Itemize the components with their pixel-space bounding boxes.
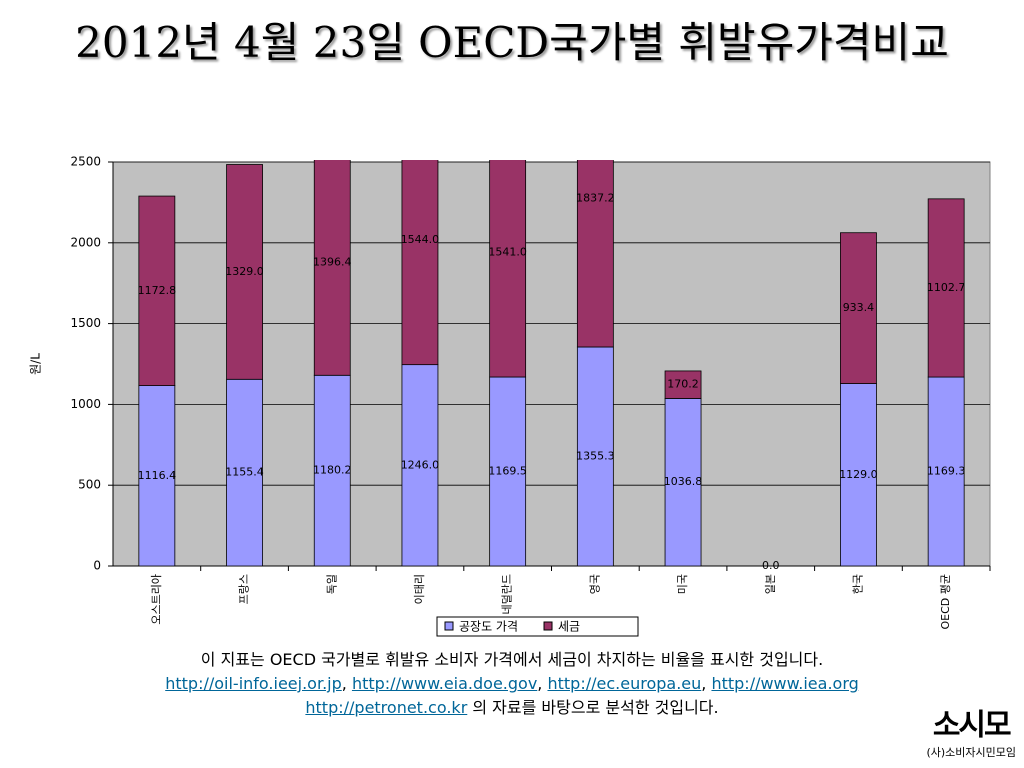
value-label: 1544.0 [401,233,440,246]
link[interactable]: http://petronet.co.kr [305,698,468,717]
caption-end: http://petronet.co.kr 의 자료를 바탕으로 분석한 것입니… [40,696,984,720]
caption-suffix: 의 자료를 바탕으로 분석한 것입니다. [472,698,719,717]
y-tick-label: 0 [93,559,101,573]
x-tick-label: 프랑스 [238,574,251,604]
link[interactable]: http://www.iea.org [711,674,859,693]
x-tick-label: 네덜란드 [501,574,514,614]
bar-segment [840,383,877,566]
x-tick-label: 독일 [324,574,338,594]
value-label: 933.4 [843,301,875,314]
bar-segment [927,198,965,378]
x-tick-label: OECD 평균 [939,574,952,630]
y-tick-label: 500 [78,478,101,492]
x-tick-label: 미국 [676,574,689,594]
bars [138,160,965,566]
x-tick-label: 영국 [588,574,601,594]
value-label: 1837.2 [576,192,615,205]
legend-label: 세금 [558,620,580,634]
value-label: 1169.5 [488,465,527,478]
legend-label: 공장도 가격 [459,620,518,634]
bar-segment [840,232,877,384]
x-tick-label: 한국 [851,574,864,594]
logo: 소시모 (사)소비자시민모임 [926,700,1016,760]
logo-mark: 소시모 [932,708,1012,743]
value-label: 1129.0 [839,468,878,481]
legend-swatch [543,621,553,631]
separator: , [537,674,543,693]
link[interactable]: http://oil-info.ieej.or.jp [165,674,342,693]
link-row: http://oil-info.ieej.or.jp, http://www.e… [40,672,984,696]
value-label: 1172.8 [138,284,177,297]
y-tick-label: 2000 [70,235,101,249]
legend-box [436,616,639,637]
value-label: 1169.3 [927,465,966,478]
legend: 공장도 가격 세금 [436,616,639,637]
bar-segment [138,385,176,566]
logo-org: (사)소비자시민모임 [926,746,1016,759]
value-label: 1036.8 [664,475,703,488]
y-tick-label: 1500 [70,316,101,330]
legend-swatch [444,621,454,631]
bar-segment [664,370,702,399]
chart: 0 500 1000 1500 2000 2500 원/L 오스트리아 프랑스 독일 이태리 네덜란드… [29,155,991,637]
value-label: 1155.4 [225,466,264,479]
value-label: 1116.4 [138,469,177,482]
x-tick-label: 일본 [763,574,777,594]
separator: , [341,674,347,693]
link[interactable]: http://www.eia.doe.gov [351,674,538,693]
value-label: 1102.7 [927,281,966,294]
caption-text: 이 지표는 OECD 국가별로 휘발유 소비자 가격에서 세금이 차지하는 비율… [200,650,824,669]
value-label: 1329.0 [225,265,264,278]
separator: , [701,674,707,693]
bar-segment [226,164,263,380]
x-tick-label: 이태리 [413,574,426,604]
bar-segment [313,160,351,376]
y-tick-label: 2500 [70,155,101,169]
value-label: 1396.4 [313,255,352,268]
value-label: 1541.0 [488,245,527,258]
bar-segment [489,376,527,566]
value-label: 1355.3 [576,449,615,462]
bar-segment [138,195,176,386]
bar-segment [576,346,614,566]
bar-segment [401,160,439,366]
bar-segment [576,160,614,348]
x-tick-label: 오스트리아 [150,574,163,625]
value-label: 1180.2 [313,464,352,477]
link[interactable]: http://ec.europa.eu [547,674,702,693]
value-label: 0.0 [762,559,780,572]
bar-segment [489,160,527,378]
y-tick-label: 1000 [70,397,101,411]
y-axis-label: 원/L [29,353,43,375]
slide-title: 2012년 4월 23일 OECD국가별 휘발유가격비교 [75,18,949,67]
bar-segment [664,398,702,566]
caption: 이 지표는 OECD 국가별로 휘발유 소비자 가격에서 세금이 차지하는 비율… [40,648,984,720]
value-label: 170.2 [667,378,699,391]
value-label: 1246.0 [401,458,440,471]
